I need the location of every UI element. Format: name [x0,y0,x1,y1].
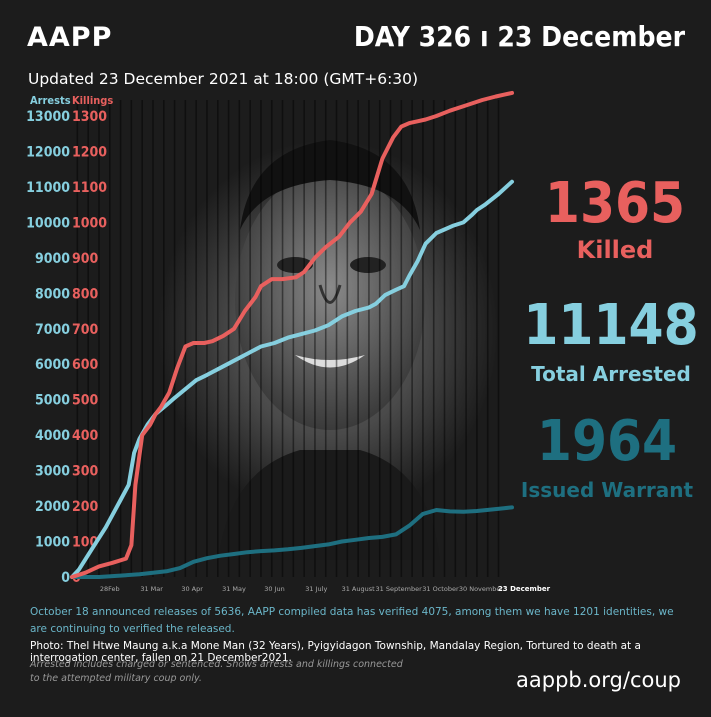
arrested-label: Total Arrested [531,362,691,386]
x-tick-label: 28Feb [100,585,120,593]
killings-axis-ticks: 0100200300400500600700800900100011001200… [72,109,107,586]
arrests-axis-title: Arrests [30,94,71,107]
killings-tick-label: 600 [72,357,99,373]
x-tick-label: 30 November [459,585,503,593]
day-counter: DAY 326 ı 23 December [353,20,685,53]
series-lines [70,90,514,579]
arrested-stat: 11148 Total Arrested [516,293,706,387]
x-tick-label: 31 October [422,585,459,593]
killed-stat: 1365 Killed [520,171,710,265]
portrait-photo [158,140,498,560]
killings-tick-label: 1100 [72,180,107,196]
x-tick-label: 30 Apr [181,585,203,593]
arrests-tick-label: 12000 [26,144,70,160]
casualty-chart: 0 1000 2000 3000 4000 5000 6000 7000 8000 9000 100… [26,90,551,593]
warrant-stat: 1964 Issued Warrant [512,409,702,503]
killings-tick-label: 700 [72,322,99,338]
arrests-tick-label: 6000 [35,357,70,373]
x-tick-label: 31 September [375,585,422,593]
warrant-label: Issued Warrant [520,478,694,502]
killings-tick-label: 300 [72,464,99,480]
warrant-count: 1964 [536,409,678,474]
x-tick-label: 31 May [222,585,246,593]
series-line-arrests [70,179,514,579]
arrests-tick-label: 9000 [35,251,70,267]
arrests-tick-label: 8000 [35,286,70,302]
killings-tick-label: 1000 [72,215,107,231]
x-tick-label: 31 August [342,585,376,593]
killings-tick-label: 500 [72,393,99,409]
disclaimer-line-2: to the attempted military coup only. [30,673,202,684]
killings-tick-label: 400 [72,428,99,444]
series-line-killings [70,90,514,579]
website-link[interactable]: aappb.org/coup [516,668,681,692]
arrests-tick-label: 11000 [26,180,70,196]
photo-caption: Photo: Thel Htwe Maung a.k.a Mone Man (3… [30,640,641,664]
killings-tick-label: 900 [72,251,99,267]
series-line-issued-warrant [70,505,514,579]
arrested-count: 11148 [523,293,699,358]
arrests-tick-label: 10000 [26,215,70,231]
arrests-tick-label: 5000 [35,393,70,409]
arrests-tick-label: 2000 [35,499,70,515]
killed-label: Killed [576,236,654,264]
x-tick-label: 31 Mar [140,585,163,593]
x-tick-label: 23 December [498,585,551,593]
arrests-tick-label: 13000 [26,109,70,125]
disclaimer: Arrested includes charged or sentenced. … [30,658,403,686]
killed-count: 1365 [544,171,686,236]
x-tick-label: 30 Jun [264,585,285,593]
killings-tick-label: 1300 [72,109,107,125]
updated-timestamp: Updated 23 December 2021 at 18:00 (GMT+6… [28,70,419,88]
arrests-axis-ticks: 0 1000 2000 3000 4000 5000 6000 7000 8000 9000 100… [26,109,70,586]
killings-tick-label: 200 [72,499,99,515]
vertical-gridlines [76,100,500,577]
arrests-tick-label: 4000 [35,428,70,444]
killings-tick-label: 1200 [72,144,107,160]
x-tick-label: 31 July [305,585,327,593]
arrests-tick-label: 7000 [35,322,70,338]
arrests-tick-label: 0 [61,570,70,586]
disclaimer-line-1: Arrested includes charged or sentenced. … [30,659,403,670]
brand-logo: AAPP [27,22,113,53]
arrests-tick-label: 3000 [35,464,70,480]
release-note: October 18 announced releases of 5636, A… [30,606,674,635]
arrests-tick-label: 1000 [35,535,70,551]
x-axis-ticks: 28Feb 31 Mar 30 Apr 31 May 30 Jun 31 July 31 A… [100,585,551,593]
killings-axis-title: Killings [72,94,113,107]
killings-tick-label: 800 [72,286,99,302]
